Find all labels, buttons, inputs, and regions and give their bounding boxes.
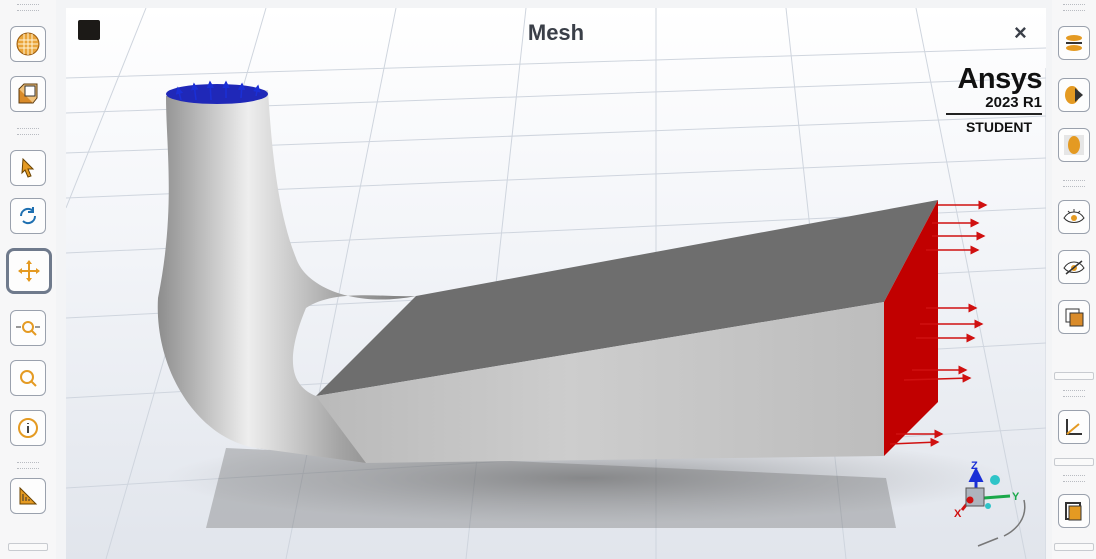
ansys-brand: Ansys 2023 R1 STUDENT	[946, 63, 1043, 135]
rotate-icon	[19, 207, 37, 225]
outlet-face[interactable]	[884, 200, 938, 456]
right-toolbar	[1052, 0, 1096, 559]
mesh-sphere-icon	[16, 32, 40, 56]
window-title: Mesh	[527, 20, 585, 45]
toolbar-grip[interactable]	[1063, 390, 1085, 397]
cube-view-button[interactable]	[10, 76, 46, 112]
graphics-viewport[interactable]: Mesh × Ansys 2023 R1 STUDENT Z Y X	[66, 8, 1046, 559]
section-plane-button[interactable]	[1058, 26, 1090, 60]
show-mesh-icon	[1064, 135, 1084, 155]
axis-button[interactable]	[1058, 410, 1090, 444]
toolbar-grip[interactable]	[17, 4, 39, 11]
section-plane-icon	[1066, 35, 1082, 51]
toolbar-grip[interactable]	[1063, 180, 1085, 187]
pan-icon	[18, 260, 40, 282]
toolbar-grip[interactable]	[17, 462, 39, 469]
rotate-button[interactable]	[10, 198, 46, 234]
diffuser-top-face	[316, 200, 938, 396]
display-options-icon	[19, 486, 38, 505]
close-button[interactable]: ×	[1014, 20, 1027, 45]
clip-surface-icon	[1065, 86, 1083, 104]
info-button[interactable]	[10, 410, 46, 446]
toolbar-grip[interactable]	[1063, 475, 1085, 482]
triad-z-label: Z	[971, 460, 978, 472]
app-logo-icon	[78, 20, 100, 40]
zoom-fit-icon	[20, 370, 37, 387]
brand-version: 2023 R1	[946, 94, 1042, 115]
show-mesh-button[interactable]	[1058, 128, 1090, 162]
inlet-arrows	[175, 80, 261, 101]
pan-button[interactable]	[6, 248, 52, 294]
mesh-sphere-button[interactable]	[10, 26, 46, 62]
clip-surface-button[interactable]	[1058, 78, 1090, 112]
hide-eye-button[interactable]	[1058, 250, 1090, 284]
window-frame-button[interactable]	[1058, 494, 1090, 528]
model-shadow	[206, 448, 896, 528]
layer-button[interactable]	[1058, 300, 1090, 334]
display-options-button[interactable]	[10, 478, 46, 514]
zoom-fit-button[interactable]	[10, 360, 46, 396]
info-icon	[18, 418, 38, 438]
show-eye-button[interactable]	[1058, 200, 1090, 234]
triad-y-label: Y	[1012, 491, 1020, 503]
hide-eye-icon	[1063, 260, 1085, 275]
zoom-box-icon	[16, 321, 40, 336]
toolbar-grip[interactable]	[17, 128, 39, 135]
inlet-face[interactable]	[166, 84, 268, 104]
brand-name: Ansys	[957, 63, 1042, 95]
axis-triad[interactable]	[960, 467, 1026, 547]
toolbar-separator	[8, 543, 48, 551]
axis-icon	[1066, 419, 1082, 435]
left-toolbar	[0, 0, 56, 559]
model-scene[interactable]	[66, 8, 1046, 559]
toolbar-separator	[1054, 543, 1094, 551]
window-frame-icon	[1065, 502, 1082, 521]
triad-x-label: X	[954, 508, 962, 520]
brand-edition: STUDENT	[965, 119, 1033, 135]
cube-view-icon	[18, 83, 38, 104]
select-arrow-icon	[21, 157, 35, 178]
outlet-arrows	[889, 200, 988, 447]
select-button[interactable]	[10, 150, 46, 186]
toolbar-separator	[1054, 458, 1094, 466]
diffuser-side-face	[256, 302, 884, 463]
show-eye-icon	[1063, 209, 1085, 223]
elbow-pipe	[157, 90, 416, 463]
layer-icon	[1065, 308, 1084, 327]
toolbar-separator	[1054, 372, 1094, 380]
toolbar-grip[interactable]	[1063, 4, 1085, 11]
zoom-box-button[interactable]	[10, 310, 46, 346]
